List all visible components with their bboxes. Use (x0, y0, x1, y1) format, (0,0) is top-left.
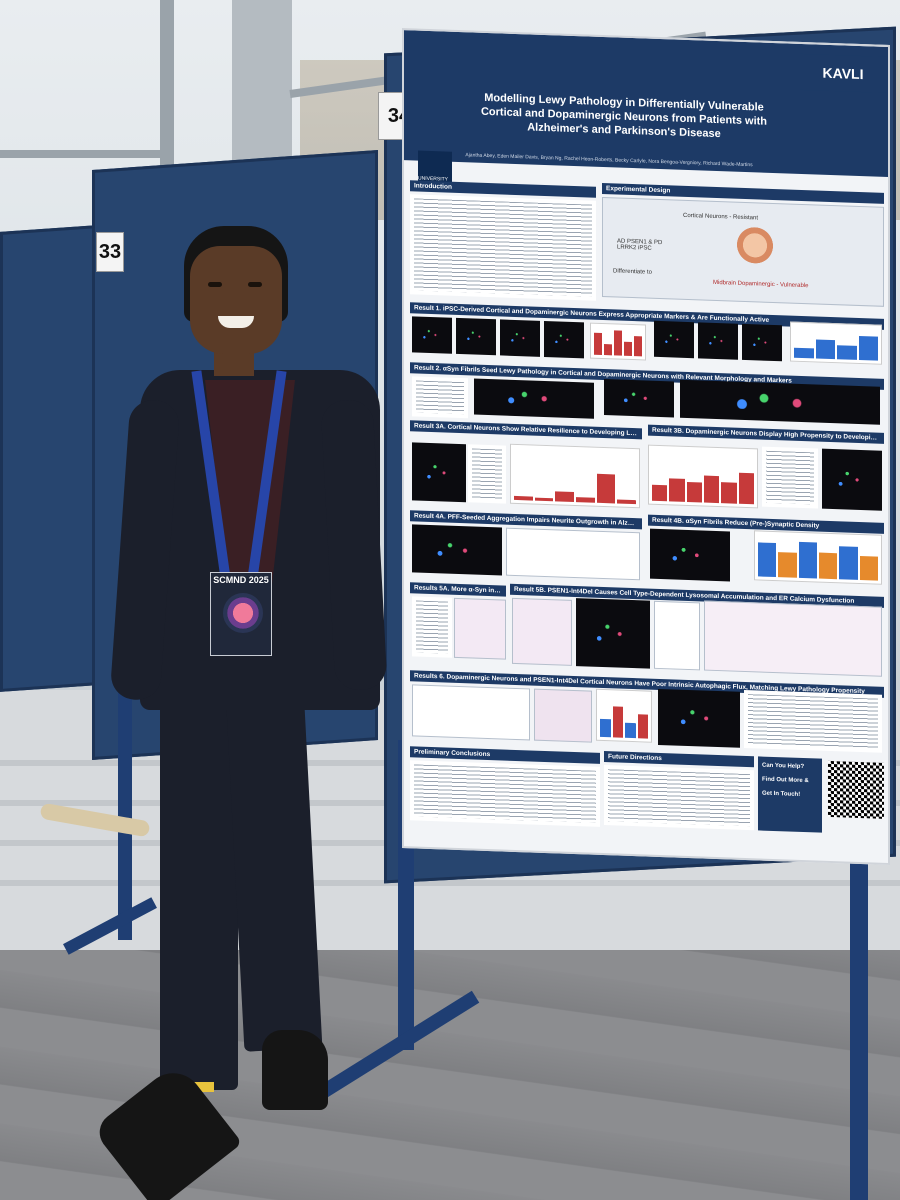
section-result-5a: Results 5A. More α-Syn in Dopaminergic v… (410, 582, 506, 597)
experimental-design-panel: Cortical Neurons - Resistant AD PSEN1 & … (602, 196, 884, 307)
microscopy-image (412, 442, 466, 503)
design-label-midbrain: Midbrain Dopaminergic - Vulnerable (713, 279, 809, 290)
future-directions-text (604, 765, 754, 831)
result-6-text (744, 689, 882, 753)
microscopy-image (650, 528, 730, 582)
poster-title: Modelling Lewy Pathology in Differential… (480, 91, 768, 141)
design-label-cortical: Cortical Neurons - Resistant (683, 212, 759, 222)
result-5a-text (412, 596, 452, 658)
result-3b-text (762, 446, 818, 509)
microscopy-image (742, 323, 782, 362)
badge-text: SCMND 2025 (213, 575, 269, 585)
research-poster: Modelling Lewy Pathology in Differential… (402, 28, 890, 866)
microscopy-image (474, 378, 594, 419)
smile (218, 316, 254, 328)
design-label-differentiate: Differentiate to (613, 268, 652, 276)
result-5b-chart (654, 600, 700, 671)
bar-chart-cortical (510, 443, 640, 509)
result-3a-text (468, 444, 506, 504)
autophagy-bars (596, 688, 652, 743)
face (190, 246, 282, 354)
right-eye (248, 282, 262, 287)
result-2-text (412, 376, 468, 419)
radiator-slat (0, 880, 900, 886)
introduction-text (410, 194, 596, 301)
bar-chart-dopaminergic (648, 444, 758, 509)
microscopy-image (604, 379, 674, 418)
result-5b-blot (512, 597, 572, 666)
conclusions-text (410, 760, 600, 827)
section-result-3b: Result 3B. Dopaminergic Neurons Display … (648, 424, 884, 444)
microscopy-image (456, 317, 496, 356)
board-number-33: 33 (96, 232, 124, 272)
kavli-logo: KAVLI (800, 53, 886, 93)
microscopy-image (576, 598, 650, 669)
line-chart-neurite (506, 527, 640, 581)
left-leg (160, 650, 238, 1090)
microscopy-image (412, 316, 452, 354)
right-shoe (262, 1030, 328, 1110)
qr-code[interactable] (828, 760, 884, 819)
brain-diagram (733, 224, 777, 267)
board-leg (850, 800, 868, 1200)
design-label-psen1: AD PSEN1 & PD LRRK2 iPSC (617, 238, 663, 252)
window-frame-bar (0, 150, 170, 158)
microscopy-image (412, 524, 502, 576)
activity-trace (590, 322, 646, 361)
autophagy-chart (412, 684, 530, 741)
calcium-traces (704, 600, 882, 677)
board-leg (118, 680, 132, 940)
microscopy-image (544, 320, 584, 359)
conference-badge: SCMND 2025 (210, 572, 272, 656)
result-5a-blot (454, 597, 506, 660)
bar-chart-synaptic (754, 530, 882, 585)
section-result-3a: Result 3A. Cortical Neurons Show Relativ… (410, 420, 642, 440)
contact-box: Can You Help? Find Out More & Get In Tou… (758, 756, 822, 833)
microscopy-image (500, 319, 540, 357)
microscopy-image (680, 379, 880, 425)
activity-trace (790, 321, 882, 365)
left-eye (208, 282, 222, 287)
autophagy-blot (534, 688, 592, 743)
microscopy-image (822, 448, 882, 511)
brain-icon (223, 593, 263, 633)
microscopy-image (654, 320, 694, 359)
microscopy-image (658, 688, 740, 748)
microscopy-image (698, 322, 738, 360)
